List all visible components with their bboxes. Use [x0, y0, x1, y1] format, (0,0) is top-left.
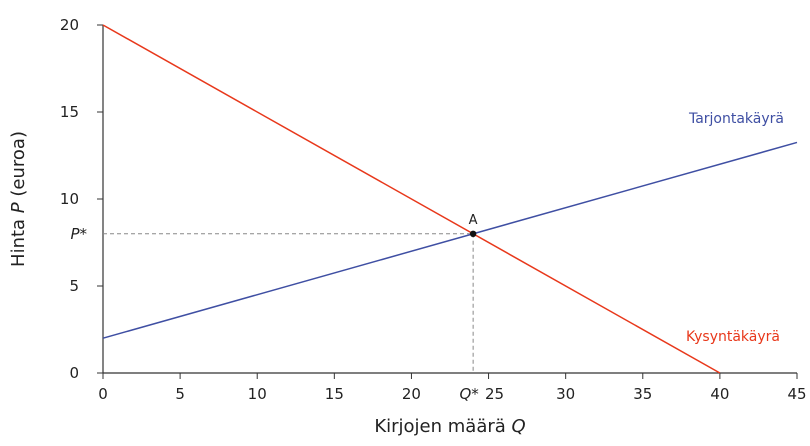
supply-curve-line: [102, 141, 798, 339]
y-tick-label: 15: [60, 103, 79, 121]
y-tick-label: 0: [69, 364, 79, 382]
y-tick-label: 5: [69, 277, 79, 295]
y-tick-label: 20: [60, 16, 79, 34]
equilibrium-guides: [103, 233, 474, 373]
x-tick-label: 5: [175, 385, 185, 403]
x-axis-title: Kirjojen määrä Q: [374, 416, 525, 437]
x-tick-label: 40: [710, 385, 729, 403]
equilibrium-point-label: A: [469, 213, 478, 228]
x-tick-label: 0: [98, 385, 108, 403]
y-axis-title: Hinta P (euroa): [8, 131, 29, 267]
x-tick-label: 15: [325, 385, 344, 403]
series-lines: [102, 24, 798, 374]
x-tick-label: 25: [485, 385, 504, 403]
x-tick-label: 45: [787, 385, 806, 403]
x-tick-label: 10: [248, 385, 267, 403]
demand-curve-line: [102, 24, 721, 374]
x-tick-label: 35: [633, 385, 652, 403]
equilibrium-quantity-label: Q*: [459, 385, 479, 403]
equilibrium-price-label: P*: [70, 225, 87, 243]
supply-curve-label: Tarjontakäyrä: [688, 111, 784, 127]
chart-labels: Kysyntäkäyrä Tarjontakäyrä A P* Q* Kirjojen m…: [8, 111, 784, 437]
equilibrium-point: [469, 230, 477, 237]
axes: 0 5 10 15 20 25 30 35 40 45 0 5 10 15 20: [60, 16, 807, 403]
x-tick-label: 30: [556, 385, 575, 403]
demand-curve-label: Kysyntäkäyrä: [686, 329, 780, 345]
y-tick-label: 10: [60, 190, 79, 208]
x-tick-label: 20: [402, 385, 421, 403]
